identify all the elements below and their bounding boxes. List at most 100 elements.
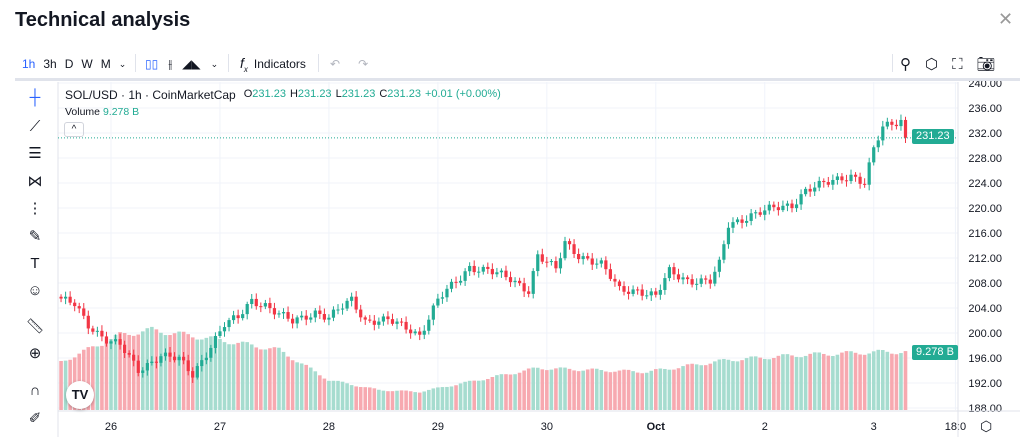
candle-body <box>154 361 158 363</box>
candle-body <box>182 356 186 361</box>
volume-bar <box>327 380 331 410</box>
crosshair-icon[interactable]: ┼ <box>29 88 41 106</box>
volume-bar <box>667 369 672 410</box>
candle-body <box>486 266 490 269</box>
bars-icon[interactable]: ⫲ <box>168 56 173 71</box>
volume-bar <box>163 335 168 410</box>
volume-bar <box>463 381 467 410</box>
volume-bar <box>590 368 595 410</box>
volume-bar <box>744 358 749 410</box>
emoji-icon[interactable]: ☺ <box>27 281 43 299</box>
quick-search-icon[interactable]: ⚲ <box>900 56 911 73</box>
volume-bar <box>699 365 703 410</box>
camera-icon[interactable]: 📷︎ <box>976 56 996 73</box>
volume-bar <box>445 386 449 410</box>
volume-bar <box>726 359 731 410</box>
volume-bar <box>717 359 722 410</box>
ruler-icon[interactable]: 📏︎ <box>25 318 45 335</box>
undo-icon[interactable]: ↶ <box>330 57 341 71</box>
candle-body <box>704 278 708 280</box>
volume-bar <box>567 368 572 410</box>
ohlc-legend: SOL/USD · 1h · CoinMarketCap O231.23 H23… <box>65 88 501 102</box>
candle-body <box>295 317 299 324</box>
zoom-in-icon[interactable]: ⊕ <box>28 345 42 362</box>
candle-body <box>645 295 649 297</box>
area-chart-icon[interactable]: ◢◣ <box>182 57 201 71</box>
chevron-down-icon[interactable]: ⌄ <box>210 58 219 69</box>
interval-m[interactable]: M <box>100 57 111 71</box>
volume-bar <box>853 352 858 410</box>
settings-icon[interactable]: ⬡ <box>925 56 939 73</box>
candle-body <box>204 357 208 361</box>
interval-w[interactable]: W <box>81 57 93 71</box>
volume-bar <box>104 343 109 410</box>
candle-body <box>109 341 113 344</box>
volume-bar <box>372 388 377 410</box>
symbol-label[interactable]: SOL/USD · 1h · CoinMarketCap <box>65 88 236 102</box>
close-icon[interactable]: ✕ <box>998 9 1014 29</box>
fib-retracement-icon[interactable]: ☰ <box>28 145 42 162</box>
candle-body <box>331 309 336 318</box>
collapse-legend-button[interactable]: ^ <box>64 122 84 137</box>
axis-settings-icon[interactable]: ⬡ <box>980 418 993 434</box>
candle-body <box>735 219 740 223</box>
volume-bar <box>781 354 785 410</box>
volume-bar <box>572 370 576 410</box>
candle-body <box>440 297 445 299</box>
interval-1h[interactable]: 1h <box>22 57 36 71</box>
candle-body <box>354 296 358 310</box>
x-tick-label: 29 <box>432 421 444 433</box>
candle-body <box>903 119 908 138</box>
candle-body <box>499 270 504 273</box>
candle-body <box>77 306 81 309</box>
volume-bar <box>127 334 131 410</box>
candle-body <box>885 121 889 127</box>
redo-icon[interactable]: ↷ <box>358 57 369 71</box>
interval-d[interactable]: D <box>64 57 74 71</box>
trend-line-icon[interactable]: ⟋ <box>29 117 41 135</box>
candle-body <box>835 176 839 180</box>
prediction-icon[interactable]: ⋮ <box>27 200 43 217</box>
text-icon[interactable]: T <box>30 254 40 272</box>
candle-body <box>595 263 599 265</box>
volume-bar <box>794 356 799 410</box>
volume-bar <box>413 392 417 410</box>
volume-bar <box>495 375 499 410</box>
candle-body <box>336 309 340 311</box>
volume-bar <box>113 334 118 410</box>
candle-body <box>536 254 540 272</box>
volume-bar <box>762 358 767 410</box>
volume-bar <box>803 355 808 410</box>
candle-body <box>794 204 799 209</box>
tradingview-logo[interactable]: TV <box>66 381 94 409</box>
candle-body <box>890 121 894 125</box>
volume-bar <box>395 390 399 410</box>
magnet-icon[interactable]: ∩ <box>29 381 41 399</box>
candle-body <box>808 188 812 192</box>
volume-bar <box>227 344 231 410</box>
candle-body <box>577 253 581 260</box>
candle-body <box>640 289 644 296</box>
lock-drawings-icon[interactable]: ✐ <box>28 410 42 427</box>
volume-bar <box>422 391 427 410</box>
volume-bar <box>318 375 322 410</box>
candle-body <box>222 327 227 332</box>
candles-icon[interactable]: ▯▯ <box>145 57 159 71</box>
candle-body <box>804 188 808 195</box>
brush-icon[interactable]: ✎ <box>28 228 42 245</box>
chevron-down-icon[interactable]: ⌄ <box>118 58 127 69</box>
pattern-icon[interactable]: ⋈ <box>27 173 43 190</box>
fullscreen-icon[interactable]: ⛶ <box>952 55 963 73</box>
volume-bar <box>440 387 445 410</box>
close-value: 231.23 <box>387 88 421 100</box>
candle-body <box>713 271 717 284</box>
volume-bar <box>617 370 622 410</box>
x-tick-label: 30 <box>541 421 553 433</box>
candle-body <box>191 371 195 378</box>
interval-3h[interactable]: 3h <box>43 57 57 71</box>
volume-bar <box>599 370 604 410</box>
indicators-button[interactable]: fx Indicators <box>240 54 306 74</box>
candle-body <box>626 291 631 294</box>
x-tick-label: Oct <box>647 421 666 433</box>
